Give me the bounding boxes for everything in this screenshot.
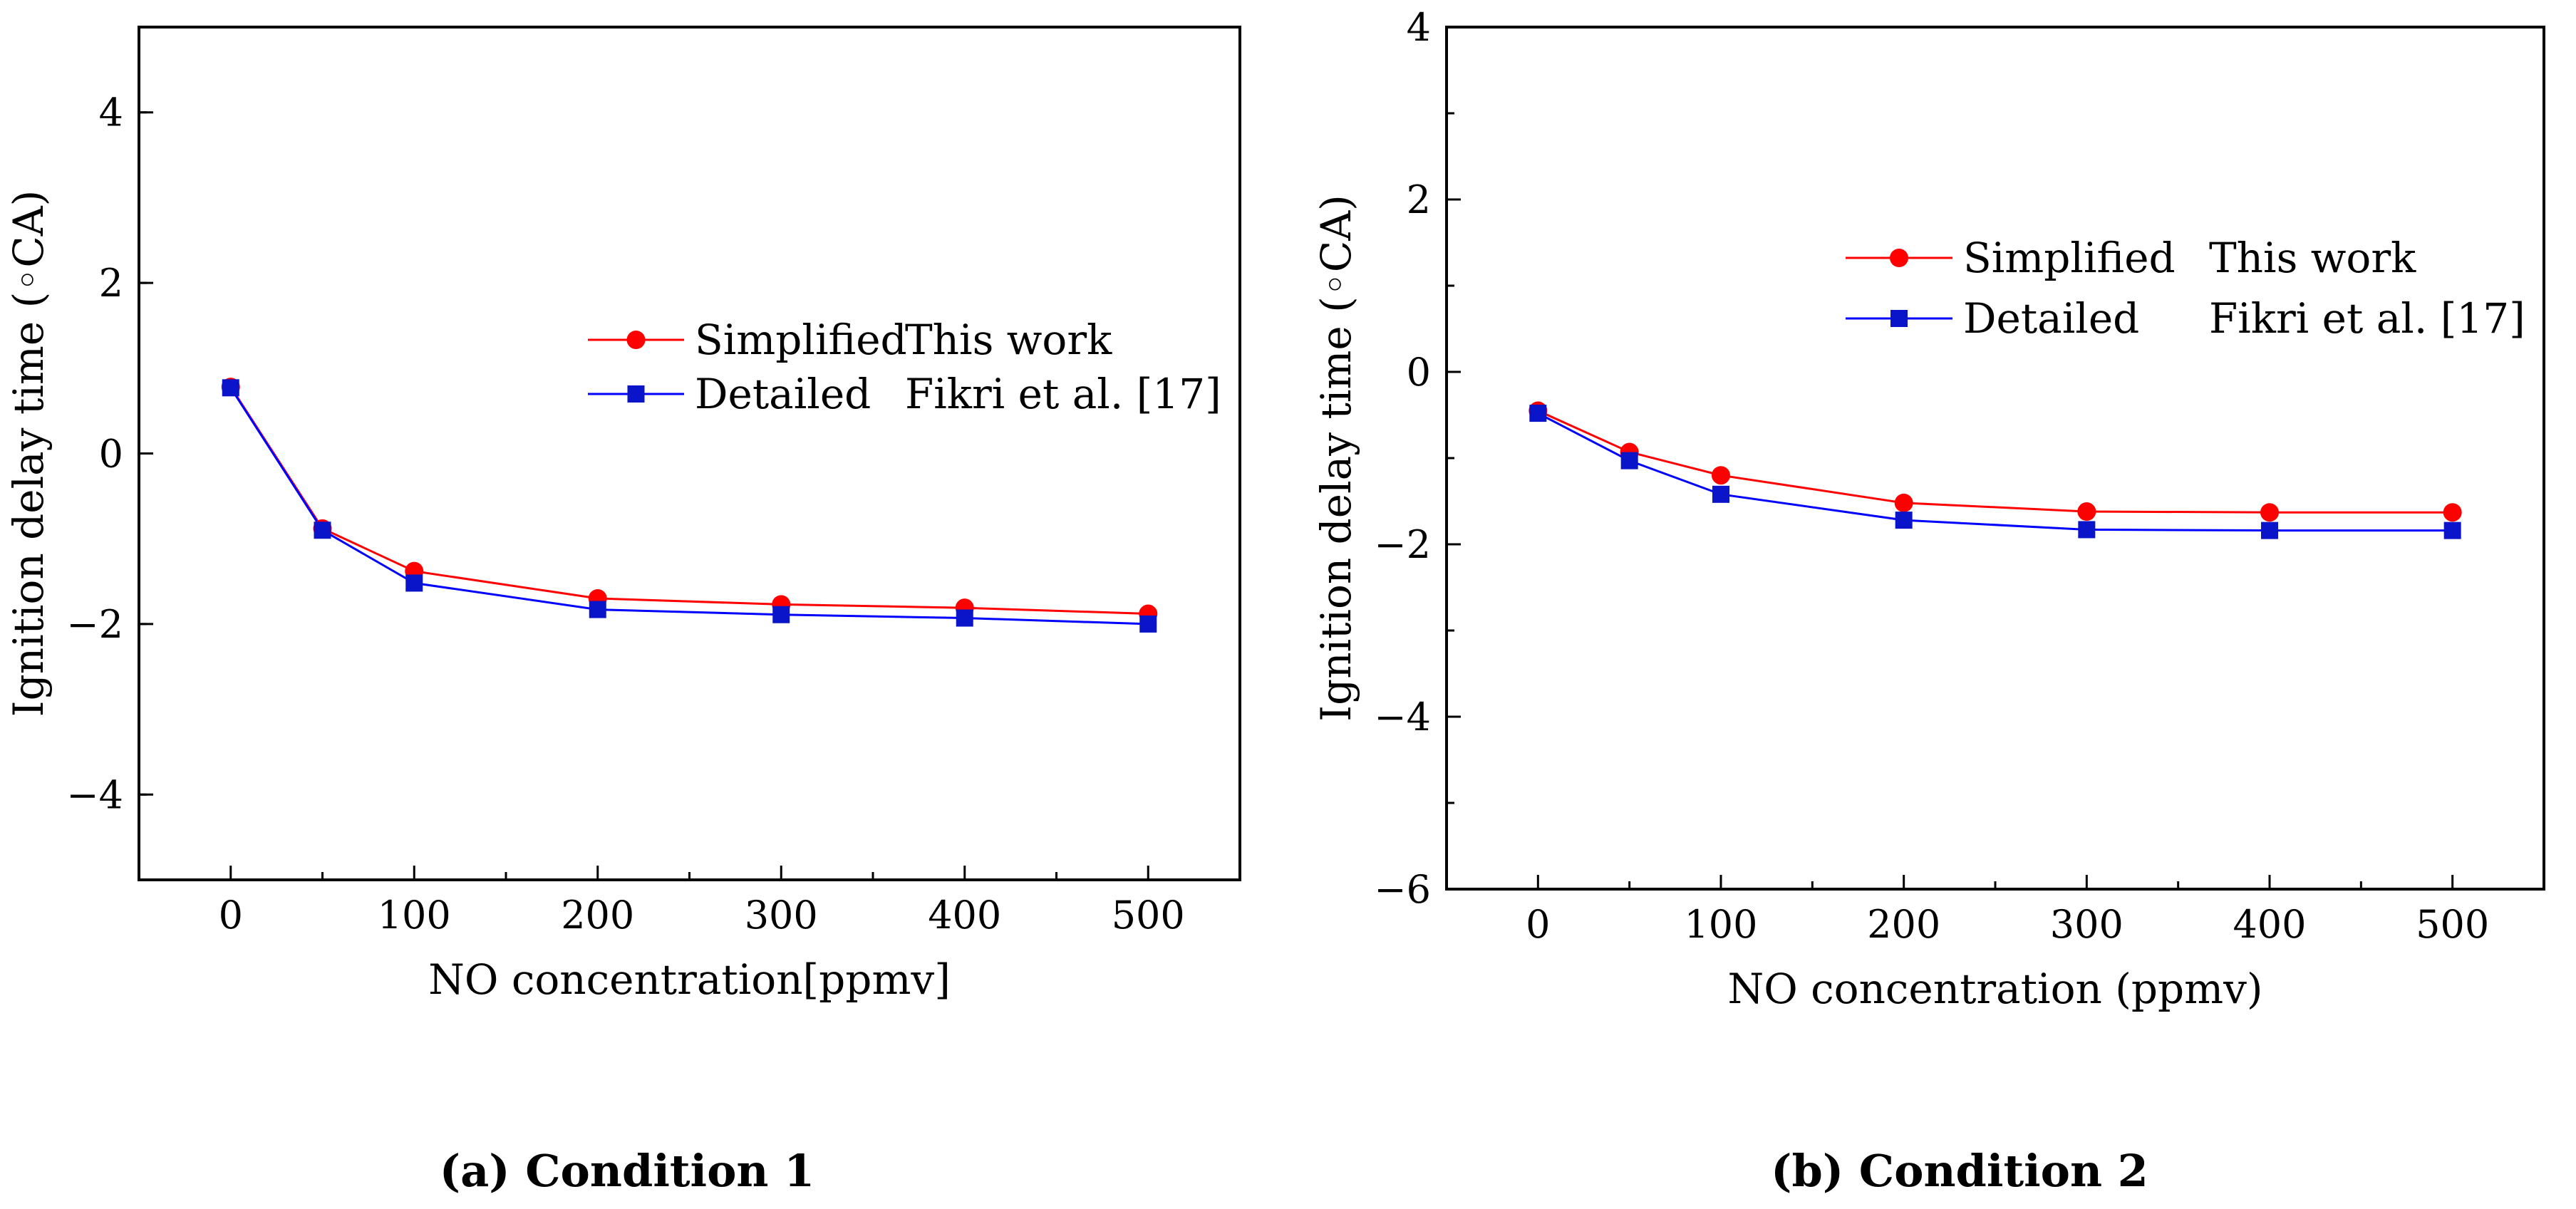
x-tick-label: 300 [745,893,818,938]
data-point-detailed [589,601,606,618]
x-tick-label: 500 [2416,902,2489,947]
chart-panel-b: 0 100 200 300 400 500 −6 −4 −2 0 2 4 NO concentrati… [1312,5,2545,1197]
plot-frame [138,26,1241,881]
data-point-detailed [772,606,790,623]
plot-frame [1445,26,2545,891]
x-tick-label: 200 [561,893,634,938]
y-tick-label: −2 [66,602,123,647]
series-line-detailed [229,387,1149,626]
data-point-detailed [2261,522,2278,539]
legend-detailed-marker [1890,310,1908,327]
chart-panel-a: 0 100 200 300 400 500 −4 −2 0 2 4 NO concentration… [4,26,1241,1197]
axis-ticks: 0 100 200 300 400 500 −6 −4 −2 0 2 4 [1374,5,2489,947]
y-axis-title: Ignition delay time (◦CA) [4,190,53,717]
x-tick-label: 0 [1526,902,1550,947]
data-point-detailed [405,574,423,592]
data-point-detailed [1895,512,1913,529]
legend-detailed-marker [627,385,645,403]
series-layer [221,378,1158,633]
legend-detailed-label: Detailed [695,370,871,418]
data-point-detailed [1139,615,1157,633]
legend: Simplified This work Detailed Fikri et a… [1846,234,2525,343]
data-point-simplified [2077,502,2096,522]
x-tick-label: 400 [2233,902,2306,947]
series-layer [1528,401,2462,539]
legend-simplified-label: Simplified [695,316,907,364]
data-point-detailed [1712,485,1729,503]
x-tick-label: 100 [378,893,451,938]
data-point-detailed [2443,522,2461,539]
caption-b: (b) Condition 2 [1771,1145,2148,1197]
legend-detailed-source: Fikri et al. [17] [2209,294,2525,343]
x-tick-label: 300 [2050,902,2124,947]
legend-detailed-source: Fikri et al. [17] [905,370,1221,418]
x-tick-label: 500 [1112,893,1185,938]
y-tick-label: −4 [66,772,123,817]
data-point-simplified [2443,503,2462,522]
legend: Simplified This work Detailed Fikri et a… [588,316,1221,418]
data-point-detailed [314,522,331,539]
x-tick-label: 100 [1684,902,1757,947]
x-tick-label: 200 [1867,902,1940,947]
data-point-detailed [222,379,239,397]
y-tick-label: 2 [1407,177,1431,222]
data-point-simplified [1712,466,1730,485]
y-tick-label: 0 [99,432,123,477]
y-tick-label: −4 [1374,695,1431,740]
data-point-simplified [1894,493,1913,512]
y-tick-label: 0 [1407,350,1431,395]
x-axis-title: NO concentration (ppmv) [1727,965,2262,1013]
data-point-simplified [2260,503,2279,522]
data-point-detailed [1529,405,1547,422]
x-tick-label: 400 [928,893,1001,938]
legend-simplified-marker [1890,249,1908,267]
x-tick-label: 0 [219,893,243,938]
y-axis-title: Ignition delay time (◦CA) [1312,194,1360,722]
x-axis-title: NO concentration[ppmv] [428,955,951,1004]
y-tick-label: −6 [1374,867,1431,912]
y-tick-label: −2 [1374,522,1431,567]
legend-simplified-label: Simplified [1963,234,2176,282]
axis-ticks: 0 100 200 300 400 500 −4 −2 0 2 4 [66,90,1184,938]
data-point-detailed [1620,452,1638,469]
legend-simplified-source: This work [2209,234,2416,282]
caption-a: (a) Condition 1 [440,1145,814,1197]
series-line-simplified [229,386,1149,615]
y-tick-label: 4 [99,90,123,135]
legend-simplified-source: This work [905,316,1112,364]
legend-detailed-label: Detailed [1963,294,2139,343]
y-tick-label: 4 [1407,5,1431,50]
y-tick-label: 2 [99,261,123,306]
data-point-detailed [956,609,973,627]
series-line-simplified [1537,410,2453,514]
legend-simplified-marker [626,331,646,349]
data-point-detailed [2078,521,2096,539]
